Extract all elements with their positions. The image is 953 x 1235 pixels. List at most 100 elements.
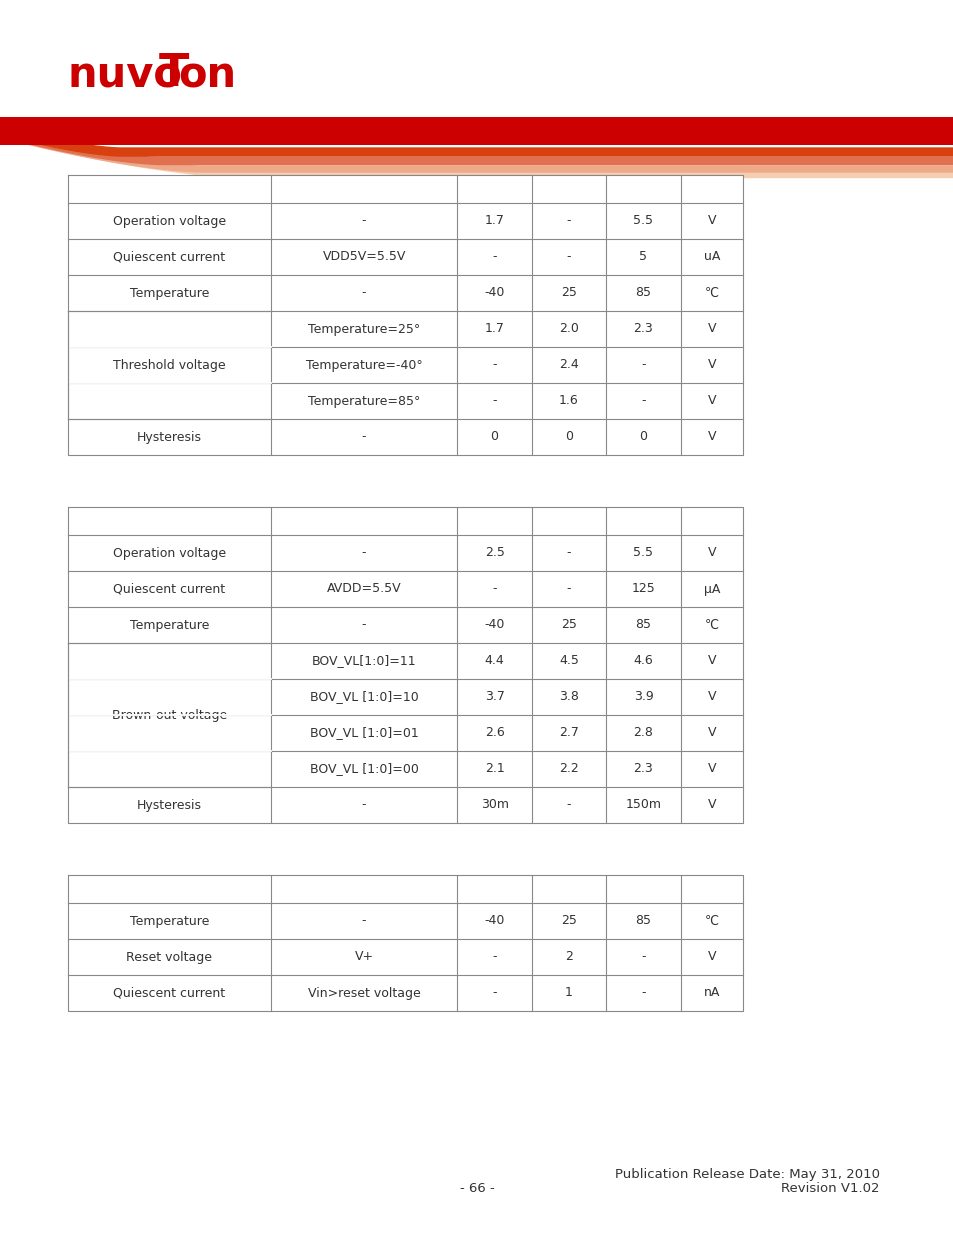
Text: 1.6: 1.6 — [558, 394, 578, 408]
Bar — [68, 240, 271, 275]
Bar — [531, 787, 605, 823]
Text: V: V — [707, 547, 716, 559]
Text: 3.7: 3.7 — [484, 690, 504, 704]
Bar — [271, 787, 456, 823]
Text: -: - — [492, 951, 497, 963]
Bar — [271, 419, 456, 454]
Bar — [456, 347, 531, 383]
Bar — [605, 787, 680, 823]
Text: ℃: ℃ — [704, 287, 718, 300]
Bar — [680, 974, 742, 1011]
Bar — [680, 535, 742, 571]
Bar — [456, 535, 531, 571]
Bar — [605, 903, 680, 939]
Bar — [680, 751, 742, 787]
Bar — [531, 974, 605, 1011]
Bar — [680, 347, 742, 383]
Text: 2.3: 2.3 — [633, 322, 653, 336]
Bar — [456, 275, 531, 311]
Bar — [680, 939, 742, 974]
Text: on: on — [178, 56, 236, 98]
Text: Quiescent current: Quiescent current — [113, 583, 225, 595]
Bar — [680, 787, 742, 823]
Bar — [271, 751, 456, 787]
Bar — [531, 876, 605, 903]
Bar — [605, 275, 680, 311]
Text: 3.8: 3.8 — [558, 690, 578, 704]
Bar — [68, 535, 271, 571]
Text: Vin>reset voltage: Vin>reset voltage — [308, 987, 420, 999]
Bar — [271, 679, 456, 715]
Text: 4.6: 4.6 — [633, 655, 653, 667]
Text: AVDD=5.5V: AVDD=5.5V — [327, 583, 401, 595]
Text: 0: 0 — [564, 431, 573, 443]
Bar — [456, 508, 531, 535]
Text: 2.4: 2.4 — [558, 358, 578, 372]
Text: Threshold voltage: Threshold voltage — [113, 358, 226, 372]
Text: -: - — [640, 987, 645, 999]
Bar — [271, 974, 456, 1011]
Text: -: - — [361, 431, 366, 443]
Bar — [456, 175, 531, 203]
Text: 2.7: 2.7 — [558, 726, 578, 740]
Bar — [680, 383, 742, 419]
Text: nA: nA — [703, 987, 720, 999]
Text: 5.5: 5.5 — [633, 547, 653, 559]
Bar — [271, 571, 456, 606]
Bar — [605, 508, 680, 535]
Text: 125: 125 — [631, 583, 655, 595]
Text: 0: 0 — [490, 431, 498, 443]
Bar — [680, 275, 742, 311]
Text: T: T — [159, 52, 190, 95]
Bar — [271, 240, 456, 275]
Text: V: V — [707, 762, 716, 776]
Text: 2.0: 2.0 — [558, 322, 578, 336]
Text: -40: -40 — [484, 287, 504, 300]
Bar — [605, 939, 680, 974]
Bar — [605, 974, 680, 1011]
Text: -: - — [492, 987, 497, 999]
Bar — [271, 347, 456, 383]
Bar — [605, 679, 680, 715]
Text: 85: 85 — [635, 287, 651, 300]
Polygon shape — [0, 131, 953, 172]
Text: BOV_VL [1:0]=01: BOV_VL [1:0]=01 — [310, 726, 418, 740]
Polygon shape — [0, 130, 953, 164]
Text: -40: -40 — [484, 914, 504, 927]
Bar — [271, 643, 456, 679]
Bar — [605, 876, 680, 903]
Bar — [605, 419, 680, 454]
Text: 1.7: 1.7 — [484, 322, 504, 336]
Bar — [605, 751, 680, 787]
Bar — [531, 508, 605, 535]
Bar — [605, 240, 680, 275]
Text: V: V — [707, 799, 716, 811]
Text: 25: 25 — [560, 619, 577, 631]
Text: -: - — [640, 358, 645, 372]
Text: Operation voltage: Operation voltage — [112, 215, 226, 227]
Text: ℃: ℃ — [704, 619, 718, 631]
Bar — [531, 419, 605, 454]
Bar — [531, 383, 605, 419]
Text: 30m: 30m — [480, 799, 508, 811]
Bar — [680, 876, 742, 903]
Bar — [68, 275, 271, 311]
Bar — [68, 903, 271, 939]
Text: -: - — [492, 394, 497, 408]
Text: V: V — [707, 951, 716, 963]
Bar — [680, 643, 742, 679]
Bar — [680, 175, 742, 203]
Bar — [271, 175, 456, 203]
Bar — [68, 787, 271, 823]
Bar — [271, 876, 456, 903]
Text: Temperature=-40°: Temperature=-40° — [305, 358, 422, 372]
Text: 85: 85 — [635, 914, 651, 927]
Bar — [531, 715, 605, 751]
Bar — [456, 974, 531, 1011]
Text: -: - — [361, 547, 366, 559]
Bar — [271, 606, 456, 643]
Bar — [456, 571, 531, 606]
Text: VDD5V=5.5V: VDD5V=5.5V — [322, 251, 405, 263]
Bar — [456, 203, 531, 240]
Text: 25: 25 — [560, 914, 577, 927]
